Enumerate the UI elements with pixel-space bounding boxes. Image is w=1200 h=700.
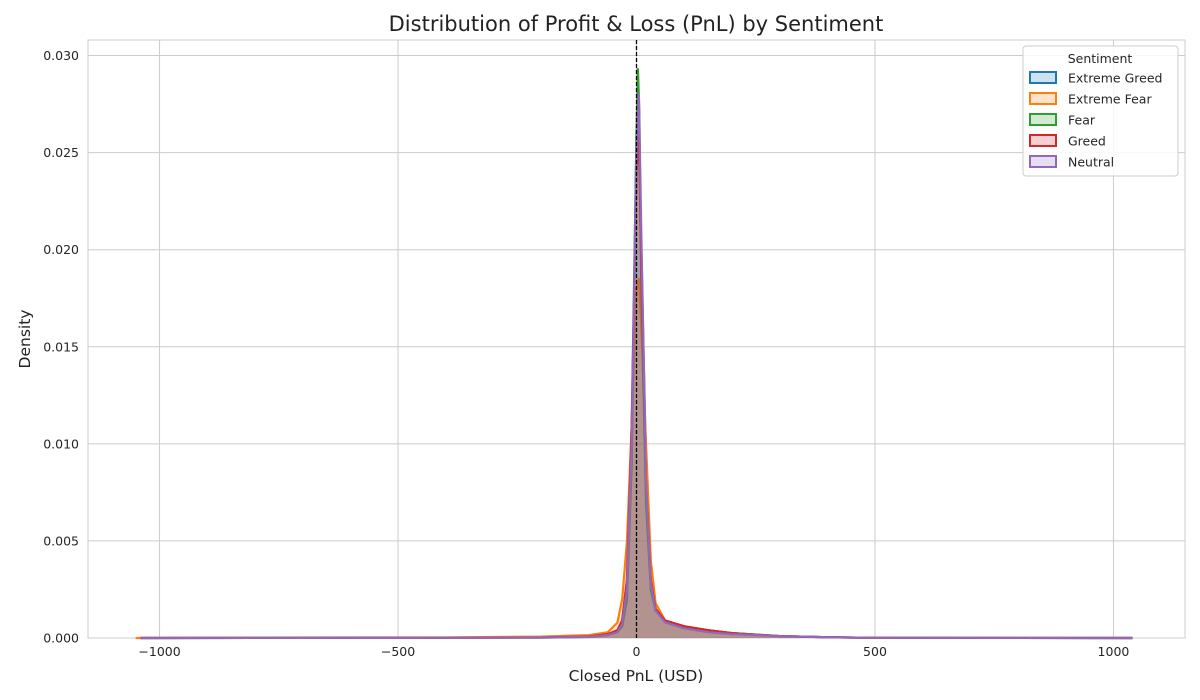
legend-items: Extreme Greed Extreme Fear Fear Greed Neutra… <box>1029 71 1162 170</box>
y-tick-label: 0.000 <box>43 631 79 646</box>
legend-label-extreme-fear: Extreme Fear <box>1068 92 1152 107</box>
legend: Sentiment Extreme Greed Extreme Fear Fear G… <box>1022 45 1179 177</box>
legend-label-neutral: Neutral <box>1068 155 1114 170</box>
x-tick-label: −500 <box>381 644 415 659</box>
legend-swatch-extreme-fear <box>1029 92 1057 105</box>
y-tick-label: 0.020 <box>43 242 79 257</box>
plot-area <box>87 39 1186 640</box>
legend-swatch-fear <box>1029 113 1057 126</box>
y-tick-label: 0.005 <box>43 533 79 548</box>
x-tick-label: 0 <box>633 644 641 659</box>
legend-label-fear: Fear <box>1068 113 1096 128</box>
y-tick-label: 0.030 <box>43 48 79 63</box>
x-ticks: −1000 −500 0 500 1000 <box>138 644 1129 659</box>
legend-swatch-neutral <box>1029 155 1057 168</box>
x-tick-label: 1000 <box>1098 644 1130 659</box>
x-tick-label: −1000 <box>138 644 180 659</box>
legend-label-greed: Greed <box>1068 134 1106 149</box>
y-tick-label: 0.015 <box>43 339 79 354</box>
legend-swatch-extreme-greed <box>1029 71 1057 84</box>
area-fill-extreme-greed <box>140 113 1133 638</box>
density-line-neutral <box>140 93 1133 640</box>
y-tick-label: 0.010 <box>43 436 79 451</box>
legend-swatch-greed <box>1029 134 1057 147</box>
legend-box <box>1022 45 1179 177</box>
y-tick-label: 0.025 <box>43 145 79 160</box>
y-axis-label: Density <box>16 310 34 369</box>
chart-title: Distribution of Profit & Loss (PnL) by S… <box>389 12 884 36</box>
y-ticks: 0.000 0.005 0.010 0.015 0.020 0.025 0.030 <box>43 48 79 645</box>
x-tick-label: 500 <box>863 644 887 659</box>
legend-title: Sentiment <box>1068 51 1133 66</box>
legend-label-extreme-greed: Extreme Greed <box>1068 71 1162 86</box>
x-axis-label: Closed PnL (USD) <box>569 667 704 685</box>
area-fill-extreme-fear <box>135 278 1133 638</box>
